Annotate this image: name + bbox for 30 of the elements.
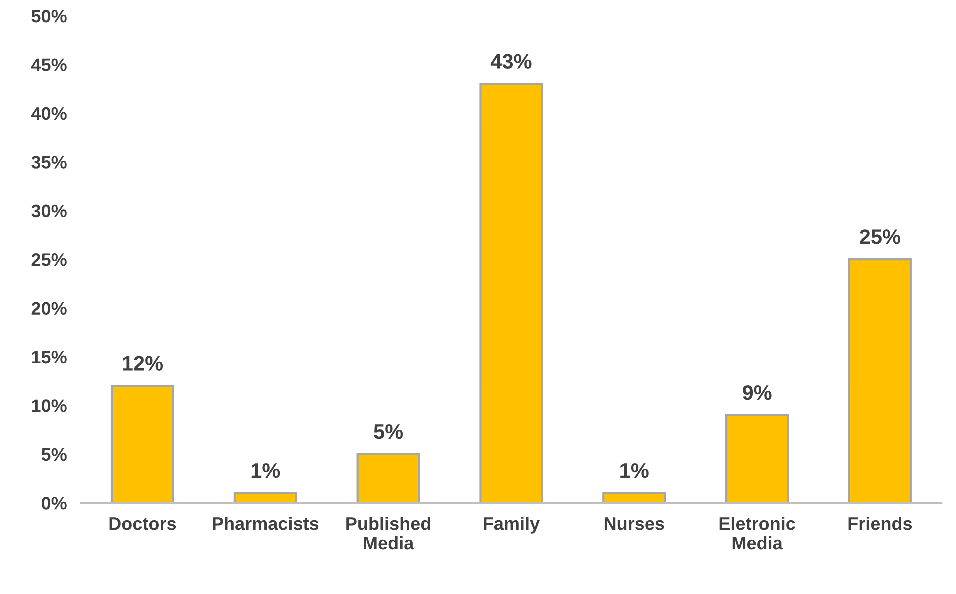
y-tick-label: 20% xyxy=(32,302,67,316)
y-tick-label: 30% xyxy=(32,204,67,218)
bar xyxy=(110,385,174,504)
data-label: 5% xyxy=(374,424,404,440)
y-tick-label: 45% xyxy=(32,58,67,72)
y-tick-label: 25% xyxy=(32,254,67,266)
y-tick-label: 15% xyxy=(32,350,67,364)
bar xyxy=(848,258,912,504)
x-tick-label: Published Media xyxy=(346,517,430,550)
x-tick-label: Pharmacists xyxy=(213,517,319,530)
bar xyxy=(480,83,544,504)
x-tick-label: Nurses xyxy=(604,518,664,530)
x-tick-label: Family xyxy=(484,517,540,534)
x-tick-label: Doctors xyxy=(110,518,176,530)
x-tick-label: Eletronic Media xyxy=(720,517,796,550)
data-label: 1% xyxy=(620,463,649,478)
bar xyxy=(726,414,790,504)
x-tick-label: Friends xyxy=(848,517,912,530)
y-tick-label: 10% xyxy=(32,400,67,412)
y-tick-label: 0% xyxy=(42,497,67,510)
y-tick-label: 50% xyxy=(32,10,67,23)
data-label: 1% xyxy=(252,463,280,478)
bar xyxy=(356,453,420,504)
data-label: 25% xyxy=(860,230,901,244)
data-label: 9% xyxy=(742,385,772,400)
data-label: 43% xyxy=(490,54,532,70)
y-tick-label: 40% xyxy=(32,107,67,120)
y-tick-label: 35% xyxy=(32,156,67,169)
y-tick-label: 5% xyxy=(42,448,67,462)
data-label: 12% xyxy=(123,356,164,371)
